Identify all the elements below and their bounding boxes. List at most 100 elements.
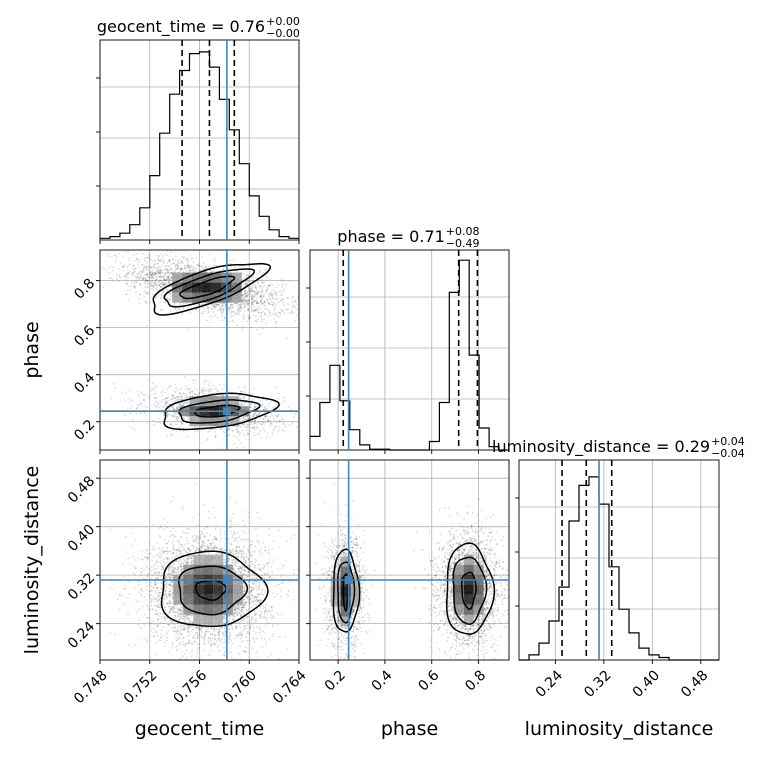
sample-point [171,394,174,397]
sample-point [278,392,280,395]
sample-point [241,401,243,404]
sample-point [201,442,203,445]
sample-point [212,316,214,318]
sample-point [248,288,250,290]
sample-point [118,609,120,611]
sample-point [143,399,146,401]
sample-point [212,384,214,387]
sample-point [236,309,239,312]
sample-point [217,304,219,307]
sample-point [162,261,164,263]
sample-point [157,268,159,270]
sample-point [179,262,181,265]
sample-point [302,417,304,419]
sample-point [260,294,263,297]
sample-point [178,307,181,310]
sample-point [234,313,236,316]
sample-point [193,266,195,269]
sample-point [273,419,276,422]
sample-point [151,287,153,290]
sample-point [144,265,146,267]
sample-point [248,299,251,302]
sample-point [153,272,155,275]
sample-point [163,278,165,281]
sample-point [136,601,138,603]
sample-point [155,287,158,290]
sample-point [264,632,267,634]
sample-point [244,292,246,295]
sample-point [186,387,189,390]
sample-point [145,292,147,294]
sample-point [271,406,274,409]
sample-point [252,303,254,306]
sample-point [167,276,170,279]
sample-point [178,391,181,394]
sample-point [281,286,283,288]
sample-point [262,605,265,607]
density-cell [199,416,210,427]
sample-point [208,265,211,268]
sample-point [260,417,262,419]
sample-point [181,666,183,668]
sample-point [280,299,283,302]
sample-point [152,568,155,570]
sample-point [242,433,244,436]
sample-point [176,607,179,609]
sample-point [198,265,200,268]
sample-point [259,423,261,425]
sample-point [235,428,237,431]
sample-point [274,307,276,310]
sample-point [132,419,134,421]
sample-point [176,415,179,418]
sample-point [167,276,169,279]
sample-point [174,413,176,415]
sample-point [242,396,244,399]
sample-point [143,405,146,408]
sample-point [165,388,168,391]
sample-point [245,294,247,297]
sample-point [156,270,158,272]
sample-point [261,291,263,293]
sample-point [136,258,138,261]
sample-point [244,296,247,299]
sample-point [282,399,284,402]
sample-point [229,497,231,499]
sample-point [144,259,146,262]
sample-point [207,306,209,309]
sample-point [176,267,178,270]
sample-point [221,304,223,307]
sample-point [241,294,244,296]
sample-point [240,307,242,310]
sample-point [260,299,262,302]
sample-point [188,266,191,269]
sample-point [213,269,216,272]
sample-point [160,405,162,407]
sample-point [250,415,253,417]
sample-point [232,306,234,308]
sample-point [253,314,255,317]
sample-point [155,400,158,403]
sample-point [229,320,231,323]
sample-point [241,304,244,307]
sample-point [186,416,188,418]
sample-point [192,379,195,381]
sample-point [155,278,158,281]
sample-point [247,307,250,310]
sample-point [108,271,111,274]
sample-point [247,291,250,294]
sample-point [200,544,202,546]
sample-point [223,268,225,271]
sample-point [263,294,265,296]
sample-point [224,538,226,541]
sample-point [127,597,129,599]
sample-point [167,271,170,274]
sample-point [269,415,272,418]
sample-point [249,416,252,419]
sample-point [292,304,294,307]
sample-point [180,421,182,424]
sample-point [246,632,248,635]
sample-point [153,259,156,262]
sample-point [233,302,236,305]
sample-point [200,389,203,391]
sample-point [268,424,271,426]
